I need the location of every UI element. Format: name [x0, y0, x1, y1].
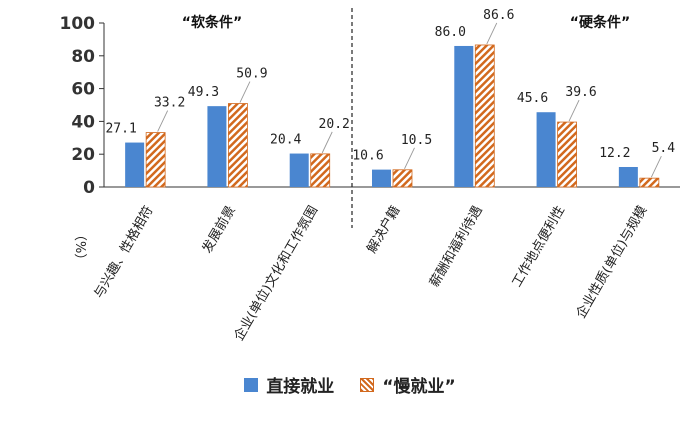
data-label-direct: 45.6: [517, 91, 548, 106]
category-label: 薪酬和福利待遇: [427, 204, 485, 290]
bar-slow: [474, 44, 495, 188]
bar-direct: [289, 153, 309, 187]
leader-line: [650, 155, 662, 178]
data-label-slow: 33.2: [154, 96, 185, 111]
bar-slow: [145, 132, 166, 188]
data-label-slow: 20.2: [319, 117, 350, 132]
bar-direct: [372, 169, 391, 187]
leader-line: [404, 147, 415, 169]
legend-swatch-direct: [244, 377, 259, 392]
bar-slow: [310, 153, 331, 188]
bar-direct: [618, 166, 638, 187]
bar-slow: [392, 169, 413, 188]
category-label: 解决户籍: [364, 203, 404, 256]
data-label-direct: 86.0: [435, 25, 466, 40]
data-label-slow: 39.6: [565, 85, 596, 100]
data-label-slow: 50.9: [236, 67, 267, 82]
data-label-direct: 10.6: [352, 149, 383, 164]
legend-label-slow: “慢就业”: [382, 377, 456, 397]
y-tick-label: 40: [71, 112, 95, 132]
legend-swatch-slow: [360, 377, 375, 392]
legend: 直接就业 “慢就业”: [0, 372, 700, 397]
bar-slow: [557, 121, 577, 188]
leader-line: [239, 81, 251, 103]
data-label-direct: 49.3: [188, 85, 219, 100]
legend-item-direct: 直接就业: [244, 372, 334, 397]
bar-slow: [228, 103, 248, 188]
category-label: 企业性质(单位)与规模: [573, 203, 650, 321]
category-label: 工作地点便利性: [510, 204, 568, 290]
y-tick-label: 60: [71, 80, 95, 100]
data-label-direct: 20.4: [270, 133, 301, 148]
data-label-slow: 86.6: [483, 8, 514, 23]
y-tick-label: 20: [71, 145, 95, 165]
bar-direct: [125, 142, 145, 187]
bars: [125, 44, 660, 188]
data-label-direct: 27.1: [105, 122, 136, 137]
legend-label-direct: 直接就业: [266, 377, 335, 397]
bar-direct: [536, 112, 556, 187]
y-axis: 0 20 40 60 80 100: [60, 14, 680, 198]
group-label-soft: “软条件”: [182, 14, 242, 31]
leader-line: [486, 22, 498, 45]
category-label: 与兴趣、性格相符: [91, 203, 157, 301]
leader-line: [157, 110, 169, 132]
leader-line: [321, 131, 333, 154]
y-tick-label: 80: [71, 47, 95, 67]
data-label-slow: 5.4: [652, 141, 676, 156]
y-tick-label: 100: [60, 14, 96, 34]
category-label: 企业(单位)文化和工作氛围: [231, 203, 321, 344]
unit-label: （%）: [72, 228, 87, 266]
group-label-hard: “硬条件”: [570, 14, 630, 31]
y-tick-label: 0: [83, 178, 95, 198]
bar-direct: [454, 45, 474, 188]
bar-slow: [639, 177, 660, 188]
category-label: 发展前景: [199, 203, 239, 256]
leader-line: [568, 99, 580, 122]
legend-item-slow: “慢就业”: [360, 372, 456, 397]
bar-direct: [207, 106, 227, 187]
data-label-slow: 10.5: [401, 133, 432, 148]
data-label-direct: 12.2: [599, 146, 630, 161]
data-labels: 27.1 33.249.3 50.9 20.4 20.2 10.6 10.5 86.0 86.6…: [105, 8, 676, 178]
